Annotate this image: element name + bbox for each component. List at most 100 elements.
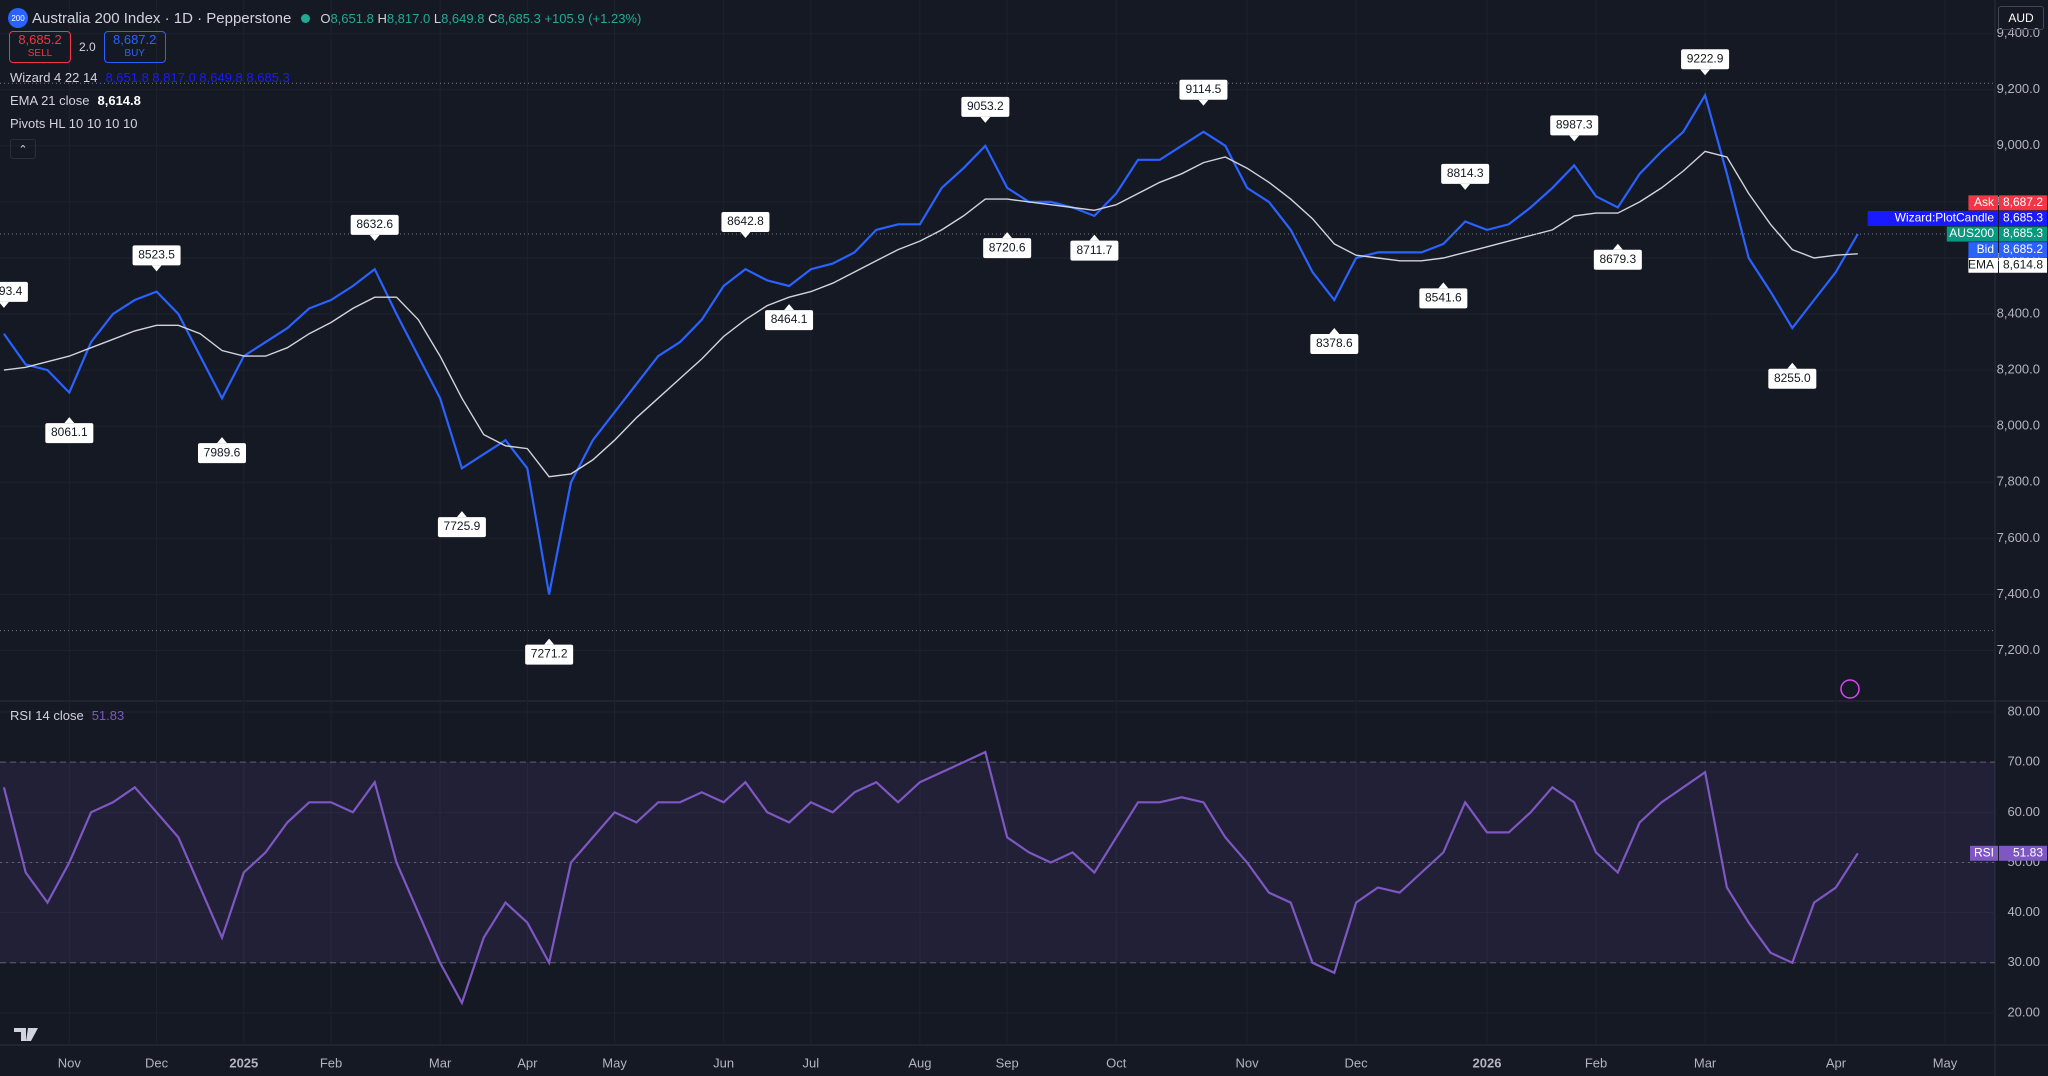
rsi-pane [0,701,1995,1045]
price-tag-name: Ask [1974,195,1995,209]
price-tag-value: 8,614.8 [2003,257,2043,271]
pivot-label: 8642.8 [727,214,764,228]
pivot-label: 8523.5 [138,248,175,262]
buy-price: 8,687.2 [113,32,157,47]
pivot-pointer [217,437,227,444]
pivot-box [198,443,246,464]
ohlc: O8,651.8 H8,817.0 L8,649.8 C8,685.3 +105… [320,11,641,26]
market-status[interactable] [301,13,311,23]
price-tag-name: EMA [1968,257,1994,271]
indicator-value: 51.83 [91,708,125,723]
pivot-pointer [1438,282,1449,289]
pivot-box [765,310,814,331]
logo[interactable] [14,1028,38,1041]
price-tag-bg [1999,242,2047,258]
pivot-label: 8464.1 [771,312,808,326]
pivot-pointer [784,304,795,311]
pivot-box [350,214,399,235]
pivot-pointer [980,116,991,123]
price-tag-name-bg [1867,210,1998,226]
price-tag-name: RSI [1974,845,1994,859]
y-tick-label: 8,200.0 [1997,362,2040,377]
price-tag-value: 8,685.3 [2003,226,2043,240]
close-tag: C [488,10,498,26]
x-tick-label: Jul [803,1055,820,1070]
series-line [3,150,1858,478]
pivot-box [1681,49,1730,70]
pivot-box [45,423,94,444]
price-tag-value: 8,685.3 [2003,211,2043,225]
price-tag-bg [1999,257,2047,273]
pivot-label: 7725.9 [444,519,481,533]
pivot-pointer [456,511,467,518]
pivot-label: 8720.6 [989,240,1026,254]
pivot-label: 8541.6 [1425,291,1462,305]
pivot-box [1441,163,1490,184]
open: 8,651.8 [330,10,374,26]
x-tick-label: Apr [1826,1055,1847,1070]
x-tick-label: May [602,1055,627,1070]
y-tick-label: 9,200.0 [1997,81,2040,96]
alert-icon[interactable] [1840,679,1860,699]
pivot-label: 7989.6 [204,445,241,459]
pivot-pointer [1787,362,1798,369]
x-tick-label: Jun [713,1055,734,1070]
pivot-label: 9053.2 [967,99,1004,113]
y-tick-label: 8,400.0 [1997,305,2040,320]
x-tick-label: Nov [58,1055,82,1070]
x-tick-label: Mar [429,1055,452,1070]
pivots-legend[interactable]: Pivots HL 10 10 10 10 [10,116,137,131]
pivot-label: 8378.6 [1316,336,1353,350]
pivot-label: 8061.1 [51,425,88,439]
pivot-pointer [1700,69,1711,76]
wizard-legend[interactable]: Wizard 4 22 14 8,651.8 8,817.0 8,649.8 8… [10,70,290,85]
price-tag-bg [1999,226,2047,242]
pivot-box [1593,249,1642,270]
change: +105.9 (+1.23%) [544,10,642,26]
currency-button[interactable]: AUD [1998,6,2044,30]
pivot-pointer [0,301,9,308]
pivot-label: 8987.3 [1556,118,1593,132]
pivot-label: 8632.6 [356,217,393,231]
price-tag-bg [1999,210,2047,226]
x-tick-label: Dec [145,1055,169,1070]
symbol-icon: 200 [8,8,28,28]
price-tag-name: Wizard:PlotCandle [1895,211,1995,225]
x-tick-label: Aug [908,1055,931,1070]
sell-price: 8,685.2 [18,32,62,47]
pivot-pointer [1612,243,1623,250]
collapse-button[interactable]: ⌃ [10,139,36,159]
sell-button[interactable]: 8,685.2 SELL [9,31,71,63]
pivot-pointer [1002,232,1013,239]
pivot-pointer [1569,135,1580,142]
x-tick-label: Oct [1106,1055,1127,1070]
ema-legend[interactable]: EMA 21 close 8,614.8 [10,93,141,108]
y-tick-label: 80.00 [2007,703,2040,718]
symbol-header: 200 Australia 200 Index · 1D · Peppersto… [8,6,641,30]
spread: 2.0 [79,40,96,54]
pivot-box [721,211,770,232]
axes: Nov Dec 2025 Feb Mar Apr May Jun Jul Aug Sep Oct Nov… [58,25,2047,1070]
x-tick-label: Sep [996,1055,1019,1070]
price-tag-value: 8,687.2 [2003,195,2043,209]
pivot-box [0,281,28,302]
price-tag-name-bg [1946,226,1998,242]
buy-button[interactable]: 8,687.2 BUY [103,31,166,63]
pivot-label: 9222.9 [1687,51,1724,65]
pivot-box [1070,240,1119,261]
pivot-box [132,245,181,266]
symbol-name[interactable]: Australia 200 Index · 1D · Pepperstone [32,9,292,27]
y-tick-label: 70.00 [2007,754,2040,769]
pivot-pointer [740,231,751,238]
price-tag-name-bg [1970,845,1998,861]
pivot-box [1179,79,1228,100]
price-tag-name: AUS200 [1949,226,1994,240]
x-tick-label: Apr [517,1055,538,1070]
high-tag: H [377,10,387,26]
x-tick-label: Mar [1694,1055,1717,1070]
rsi-legend[interactable]: RSI 14 close 51.83 [10,708,124,723]
x-tick-label: Nov [1236,1055,1260,1070]
buy-label: BUY [124,48,145,59]
